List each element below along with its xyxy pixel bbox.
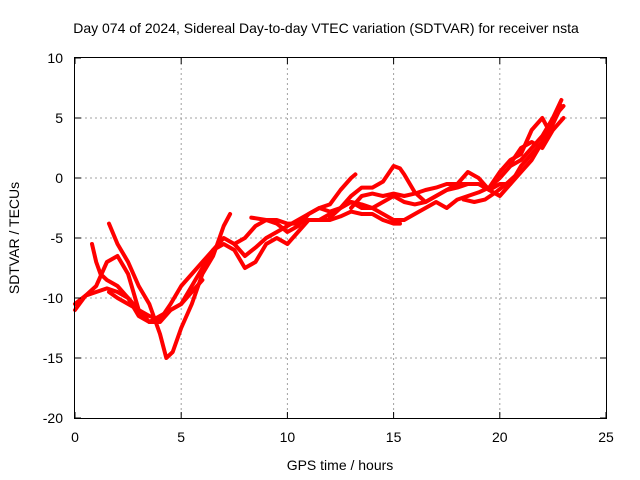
- series-track-7: [327, 104, 566, 220]
- series-track-4: [107, 278, 205, 324]
- series-track-3: [107, 212, 233, 360]
- chart-title: Day 074 of 2024, Sidereal Day-to-day VTE…: [73, 20, 579, 36]
- y-tick-label: -20: [43, 410, 63, 426]
- y-axis-label: SDTVAR / TECUs: [6, 182, 22, 294]
- y-tick-label: 10: [47, 50, 63, 66]
- series-track-6: [249, 172, 358, 234]
- series-track-1: [73, 104, 564, 324]
- y-tick-label: -15: [43, 350, 63, 366]
- series-track-10: [461, 172, 519, 204]
- series-track-9: [487, 116, 551, 190]
- y-tick-label: -5: [51, 230, 64, 246]
- x-tick-label: 15: [386, 429, 402, 445]
- data-series: [73, 98, 566, 360]
- x-tick-label: 5: [177, 429, 185, 445]
- x-axis-label: GPS time / hours: [287, 457, 394, 473]
- x-tick-label: 0: [71, 429, 79, 445]
- y-tick-label: 5: [55, 110, 63, 126]
- series-track-5: [232, 209, 402, 246]
- plot-frame: [74, 57, 607, 419]
- x-axis-ticks: 0 5 10 15 20 25: [71, 58, 614, 445]
- y-tick-label: -10: [43, 290, 63, 306]
- y-tick-label: 0: [55, 170, 63, 186]
- grid: [75, 58, 606, 418]
- y-axis-ticks: -20 -15 -10 -5 0 5 10: [43, 50, 606, 426]
- x-tick-label: 20: [492, 429, 508, 445]
- series-track-12: [508, 116, 566, 166]
- series-track-11: [73, 254, 141, 312]
- x-tick-label: 10: [280, 429, 296, 445]
- x-tick-label: 25: [598, 429, 614, 445]
- series-track-8: [349, 182, 470, 210]
